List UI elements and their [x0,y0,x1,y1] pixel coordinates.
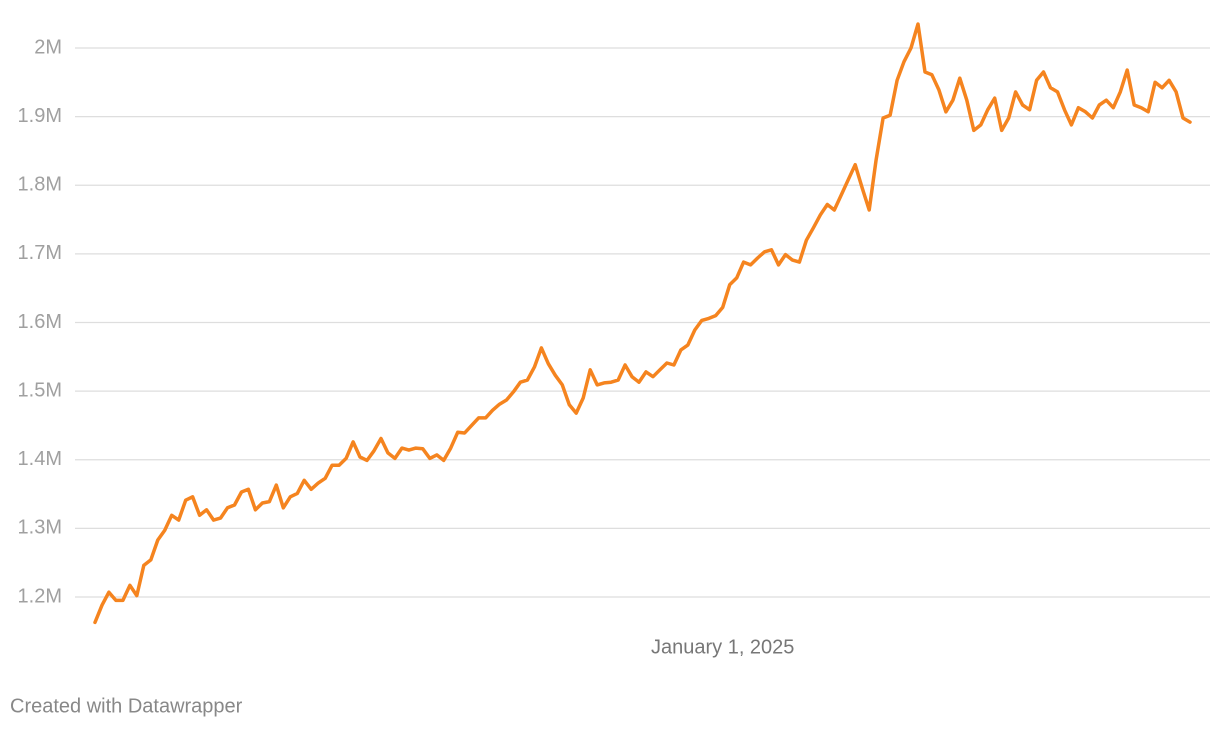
y-tick-label: 1.9M [18,105,62,127]
y-tick-label: 2M [34,36,62,58]
y-tick-label: 1.6M [18,311,62,333]
line [93,22,1192,625]
y-tick-label: 1.2M [18,585,62,607]
x-tick-label: January 1, 2025 [651,636,794,658]
y-tick-label: 1.5M [18,379,62,401]
footer: Created with Datawrapper [10,695,243,717]
y-tick-label: 1.8M [18,174,62,196]
y-tick-label: 1.4M [18,448,62,470]
y-tick-label: 1.7M [18,242,62,264]
y-tick-label: 1.3M [18,517,62,539]
